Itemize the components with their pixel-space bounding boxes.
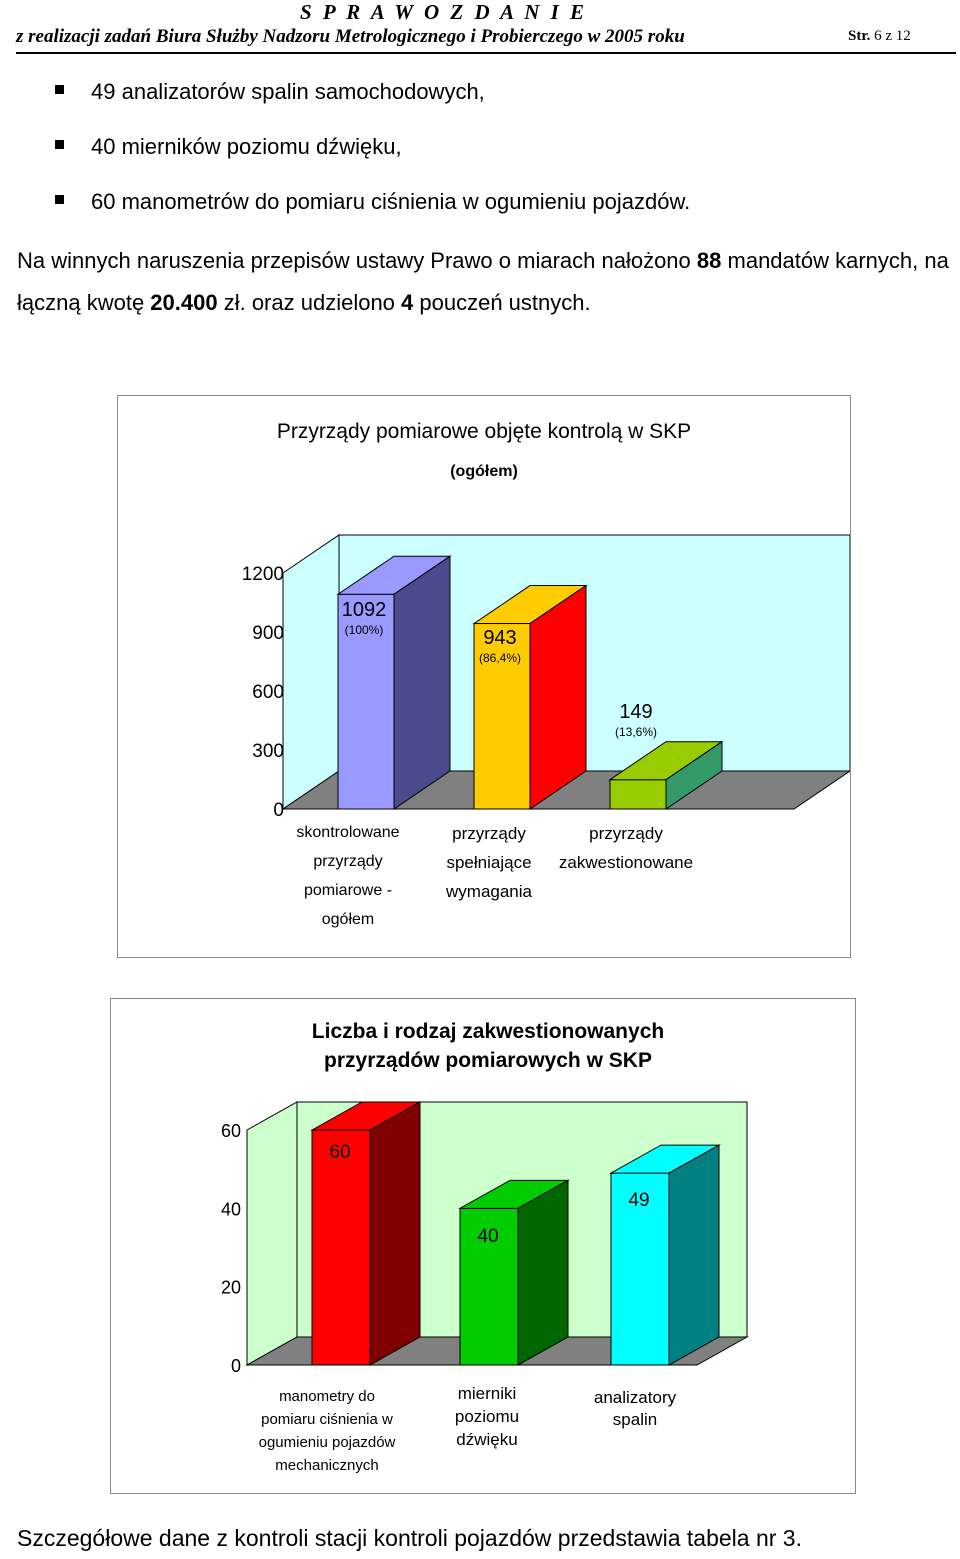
x-tick-label: przyrządy: [313, 853, 382, 870]
x-tick-label: dźwięku: [456, 1430, 517, 1449]
x-tick-label: spełniające: [446, 853, 531, 872]
mandates-count: 88: [696, 248, 722, 273]
bar-side: [393, 555, 451, 810]
bar-front: [311, 1129, 371, 1366]
x-tick-label: skontrolowane: [296, 824, 399, 841]
page-header: S P R A W O Z D A N I E z realizacji zad…: [0, 0, 960, 56]
x-tick-label: mierniki: [458, 1384, 517, 1403]
bullet-square-icon: [55, 195, 64, 204]
footer-note: Szczegółowe dane z kontroli stacji kontr…: [17, 1525, 802, 1551]
data-label-percent: (100%): [345, 623, 384, 637]
x-tick-label: przyrządy: [452, 824, 526, 843]
plot-side-wall: [282, 534, 340, 810]
bar-side: [529, 584, 587, 810]
list-item: 60 manometrów do pomiaru ciśnienia w ogu…: [55, 185, 690, 240]
bar-side: [665, 740, 723, 810]
data-label: 149: [619, 701, 652, 723]
bar-side: [517, 1179, 569, 1366]
warnings-count: 4: [401, 290, 414, 315]
x-tick-label: pomiarowe -: [304, 882, 392, 899]
fines-amount: 20.400: [150, 290, 218, 315]
data-label: 943: [483, 627, 516, 649]
x-tick-label: spalin: [613, 1410, 657, 1429]
x-tick-label: pomiaru ciśnienia w: [261, 1411, 393, 1428]
page-count: 6 z 12: [874, 28, 911, 44]
chart-instruments-total-svg: Przyrządy pomiarowe objęte kontrolą w SK…: [242, 420, 852, 928]
penalties-paragraph: Na winnych naruszenia przepisów ustawy P…: [17, 240, 957, 324]
list-item-text: mierników poziomu dźwięku,: [115, 134, 402, 159]
list-item: 40 mierników poziomu dźwięku,: [55, 130, 690, 185]
chart-subtitle: (ogółem): [450, 463, 518, 480]
y-tick-label: 1200: [242, 564, 284, 585]
report-subtitle: z realizacji zadań Biura Służby Nadzoru …: [16, 26, 685, 47]
bar-front: [609, 779, 667, 810]
x-tick-label: manometry do: [279, 1388, 375, 1405]
bullet-square-icon: [55, 140, 64, 149]
data-label: 60: [329, 1142, 350, 1163]
y-tick-label: 60: [221, 1121, 241, 1141]
x-tick-label: mechanicznych: [275, 1457, 378, 1474]
paragraph-text: Na winnych naruszenia przepisów ustawy P…: [17, 248, 697, 273]
chart-title: Liczba i rodzaj zakwestionowanych: [312, 1020, 664, 1043]
y-tick-label: 900: [252, 623, 284, 644]
bar-side: [668, 1144, 720, 1366]
y-tick-label: 40: [221, 1199, 241, 1219]
y-tick-label: 300: [252, 741, 284, 762]
list-item-number: 40: [91, 134, 116, 159]
x-tick-label: wymagania: [445, 882, 533, 901]
data-label: 1092: [342, 599, 387, 621]
x-tick-label: przyrządy: [589, 824, 663, 843]
bullet-square-icon: [55, 85, 64, 94]
x-tick-label: zakwestionowane: [559, 853, 693, 872]
y-tick-label: 20: [221, 1278, 241, 1298]
x-tick-label: ogumieniu pojazdów: [259, 1434, 396, 1451]
x-tick-label: analizatory: [594, 1388, 677, 1407]
y-tick-label: 0: [231, 1356, 241, 1376]
list-item-number: 49: [91, 79, 116, 104]
instrument-list: 49 analizatorów spalin samochodowych, 40…: [55, 75, 690, 240]
y-tick-label: 600: [252, 682, 284, 703]
page-number: Str. 6 z 12: [848, 28, 911, 45]
data-label-percent: (13,6%): [615, 725, 657, 739]
paragraph-text: mandatów karnych, na łączną kwotę: [17, 248, 949, 315]
data-label: 40: [477, 1226, 498, 1247]
paragraph-text: pouczeń ustnych.: [413, 290, 591, 315]
list-item-text: manometrów do pomiaru ciśnienia w ogumie…: [115, 189, 691, 214]
list-item-number: 60: [91, 189, 116, 214]
bar-front: [473, 623, 531, 810]
chart-questioned-instruments: Liczba i rodzaj zakwestionowanych przyrzą…: [110, 998, 856, 1494]
chart-instruments-total: Przyrządy pomiarowe objęte kontrolą w SK…: [117, 395, 852, 958]
data-label: 49: [628, 1190, 649, 1211]
bar-front: [337, 593, 395, 810]
chart-questioned-instruments-svg: Liczba i rodzaj zakwestionowanych przyrzą…: [221, 1020, 749, 1474]
plot-side-wall: [246, 1101, 298, 1366]
data-label-percent: (86,4%): [479, 651, 521, 665]
chart-title: Przyrządy pomiarowe objęte kontrolą w SK…: [277, 420, 691, 443]
page-label: Str.: [848, 28, 871, 44]
x-tick-label: ogółem: [322, 911, 374, 928]
list-item-text: analizatorów spalin samochodowych,: [115, 79, 485, 104]
header-divider: [16, 52, 956, 54]
report-title: S P R A W O Z D A N I E: [300, 0, 588, 24]
paragraph-text: zł. oraz udzielono: [217, 290, 402, 315]
y-tick-label: 0: [273, 800, 284, 821]
bar-side: [369, 1101, 421, 1366]
list-item: 49 analizatorów spalin samochodowych,: [55, 75, 690, 130]
chart-title-line2: przyrządów pomiarowych w SKP: [324, 1049, 652, 1072]
bar-front: [610, 1172, 670, 1366]
x-tick-label: poziomu: [455, 1407, 519, 1426]
